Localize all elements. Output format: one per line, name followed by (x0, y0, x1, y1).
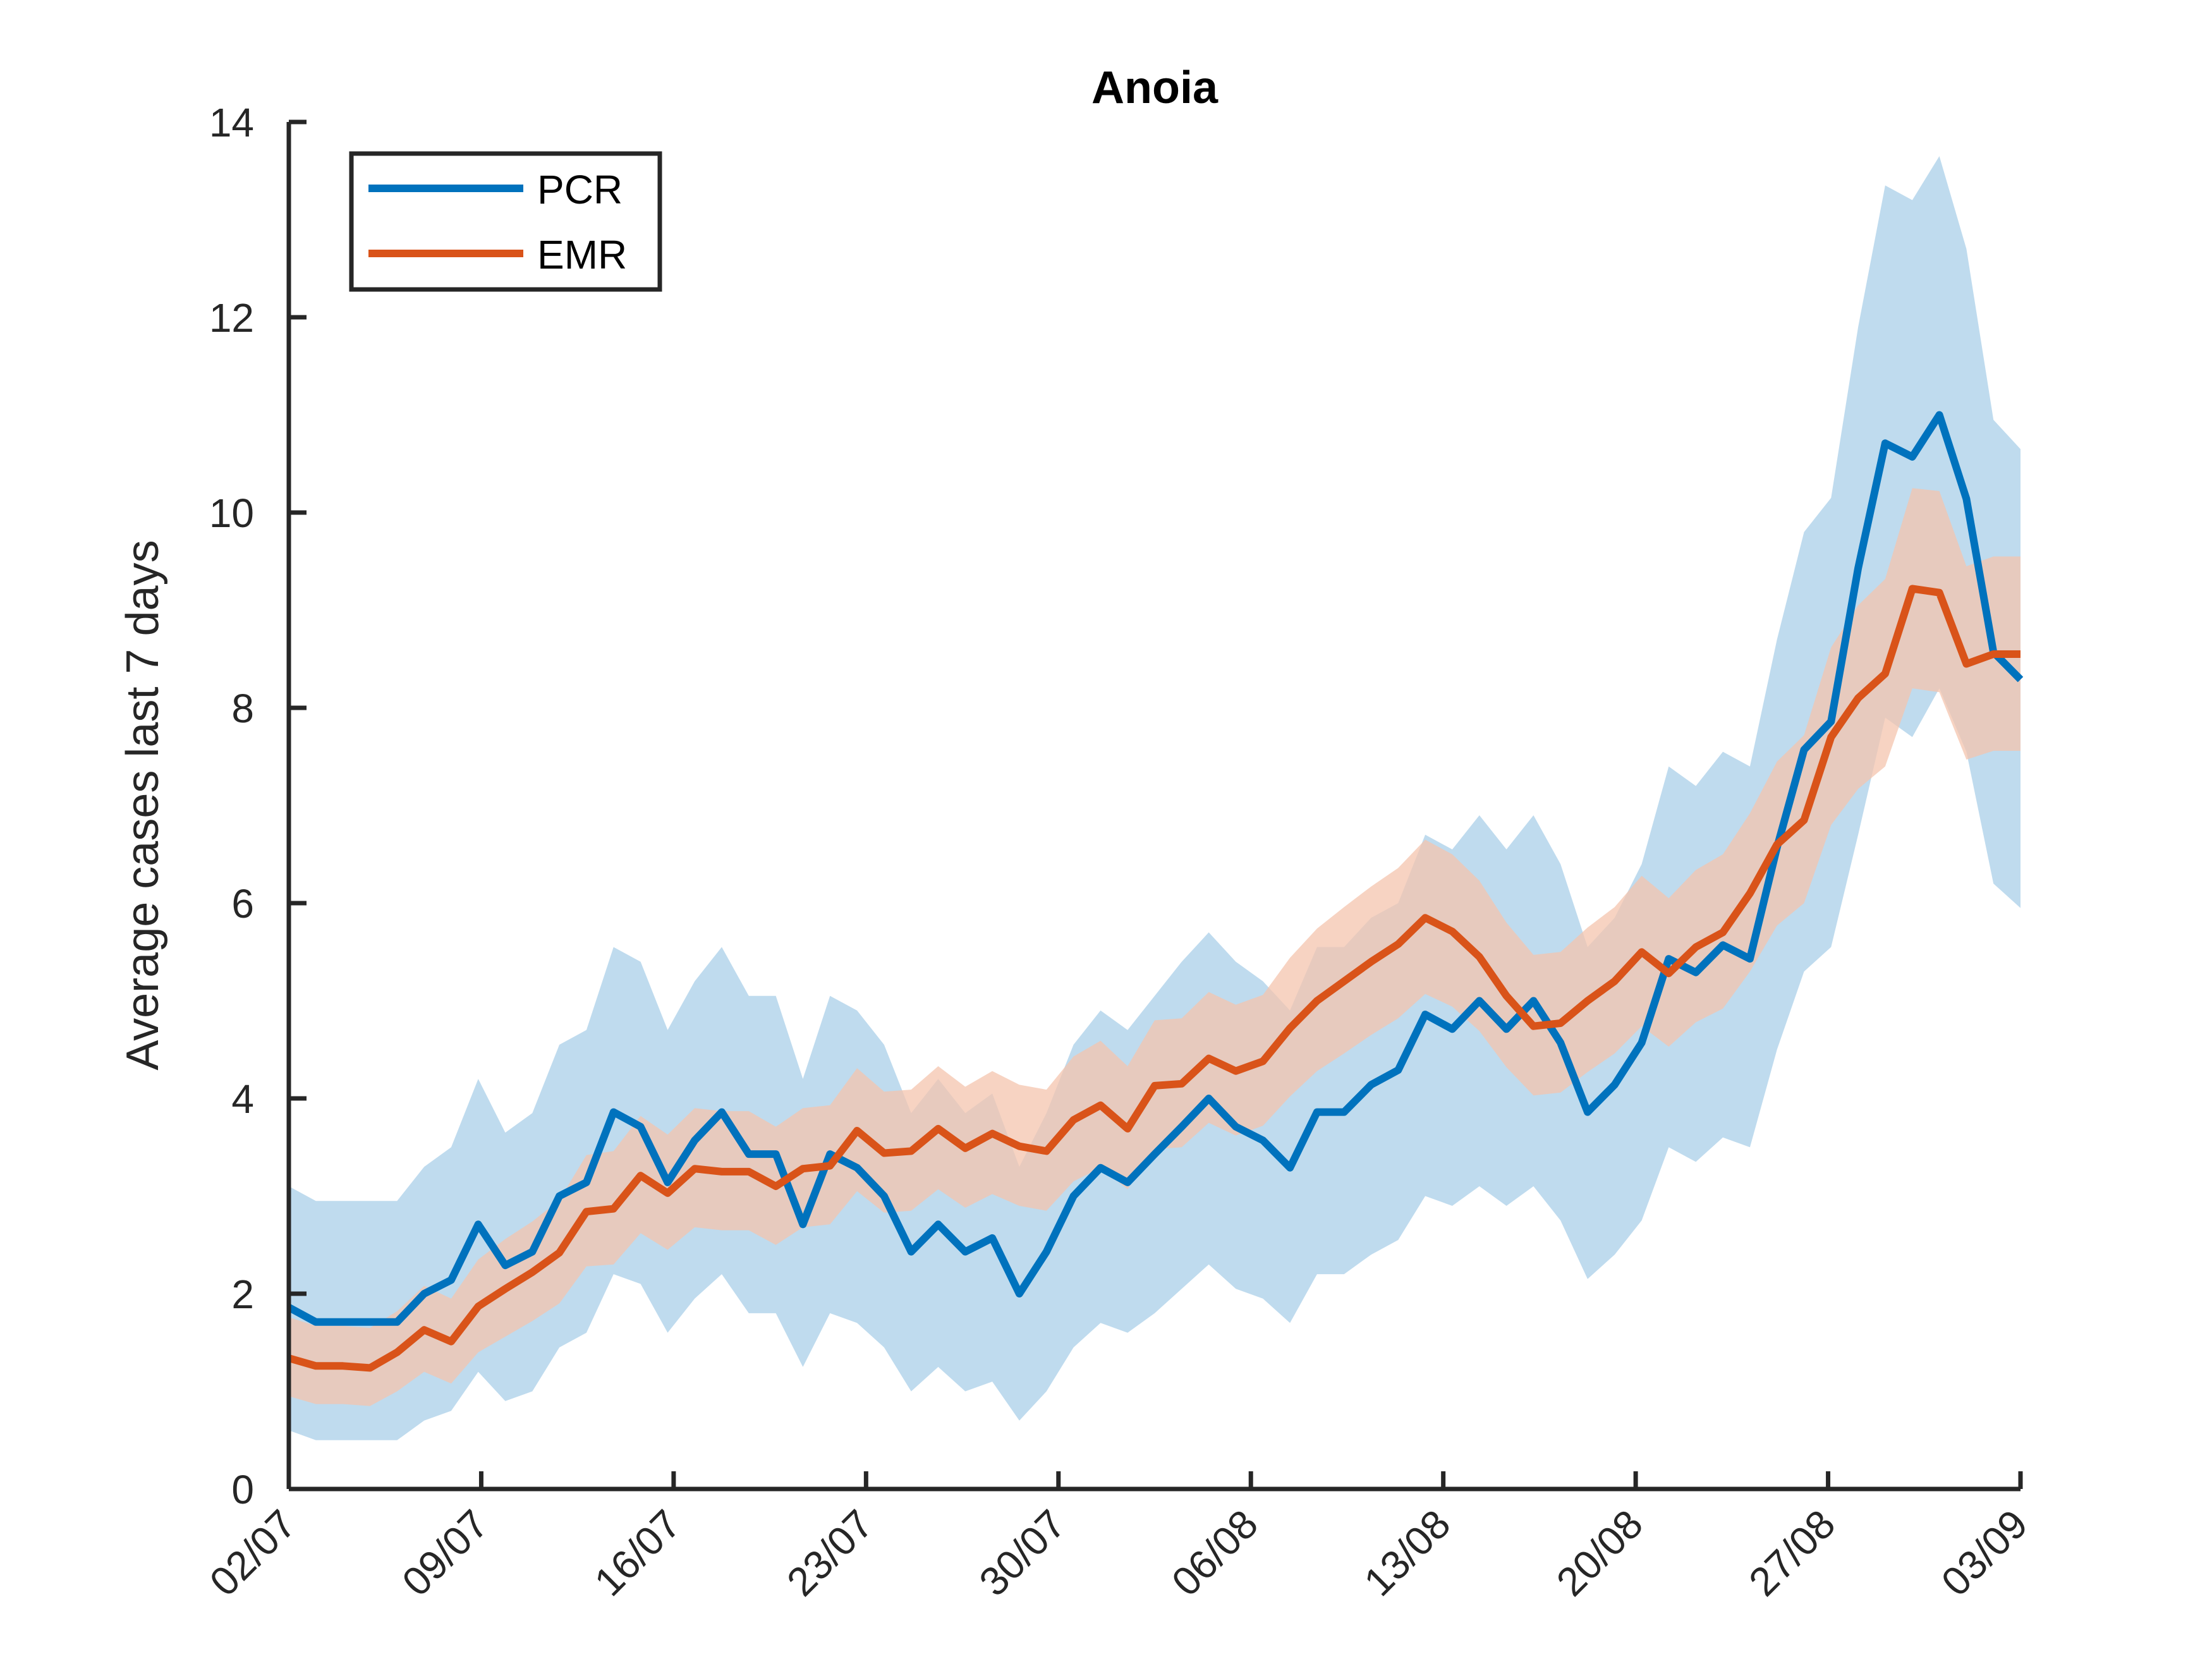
x-tick-label: 09/07 (393, 1501, 497, 1605)
y-axis-label: Average cases last 7 days (118, 540, 168, 1070)
axes (286, 122, 2021, 1492)
y-tick-label: 4 (231, 1076, 254, 1122)
legend-label-emr: EMR (537, 232, 627, 277)
x-ticks: 02/07 09/07 16/07 23/07 30/07 06/08 13/08 20/08… (201, 1471, 2036, 1605)
legend-label-pcr: PCR (537, 167, 623, 212)
x-tick-label: 02/07 (201, 1501, 305, 1605)
y-tick-label: 14 (209, 100, 254, 145)
y-tick-label: 6 (231, 881, 254, 927)
y-ticks: 0 2 4 6 8 10 12 14 (209, 100, 307, 1512)
confidence-bands (289, 156, 2021, 1440)
x-tick-label: 06/08 (1163, 1501, 1267, 1605)
y-tick-label: 8 (231, 686, 254, 731)
x-tick-label: 16/07 (586, 1501, 690, 1605)
y-tick-label: 10 (209, 490, 254, 536)
band-emr (289, 488, 2021, 1406)
chart-title: Anoia (1091, 63, 1218, 113)
x-tick-label: 30/07 (971, 1501, 1074, 1605)
x-tick-label: 13/08 (1355, 1501, 1459, 1605)
y-tick-label: 2 (231, 1272, 254, 1317)
series-line-pcr (287, 411, 2024, 1326)
y-tick-label: 12 (209, 295, 254, 341)
x-tick-label: 27/08 (1740, 1501, 1844, 1605)
x-tick-label: 03/09 (1933, 1501, 2036, 1605)
legend-box (349, 151, 662, 292)
x-tick-label: 20/08 (1548, 1501, 1651, 1605)
series-lines (287, 411, 2024, 1372)
y-tick-label: 0 (231, 1467, 254, 1512)
x-tick-label: 23/07 (778, 1501, 882, 1605)
series-line-emr (288, 585, 2021, 1372)
legend: PCR EMR (349, 151, 662, 292)
